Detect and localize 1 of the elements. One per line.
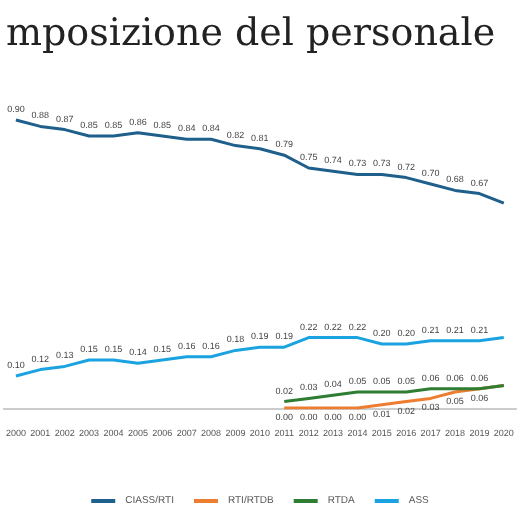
chart-title: mposizione del personale xyxy=(6,11,496,55)
